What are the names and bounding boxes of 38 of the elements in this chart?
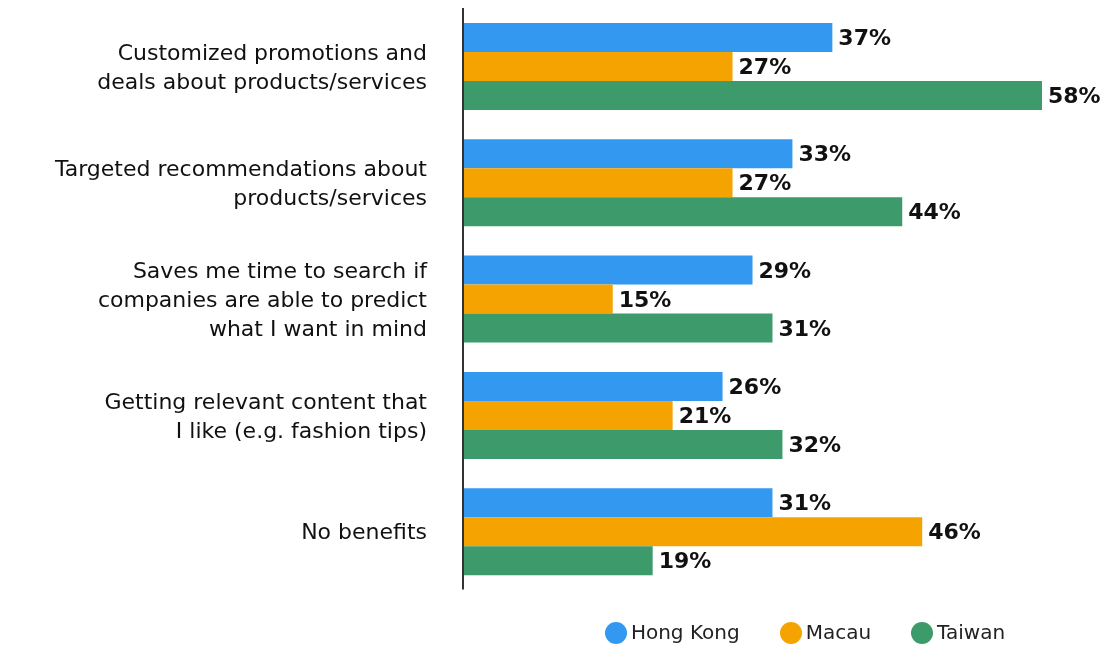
data-label: 37% (838, 25, 892, 50)
data-label: 26% (728, 373, 782, 399)
bar (463, 517, 923, 547)
data-label: 33% (798, 141, 852, 167)
data-label: 31% (778, 490, 832, 516)
data-label: 31% (778, 315, 832, 341)
y-tick-label: Targeted recommendations about products/services (53, 155, 428, 210)
data-label: 29% (758, 257, 812, 283)
data-label: 15% (618, 286, 672, 312)
bar (463, 546, 653, 576)
data-label: 58% (1048, 83, 1101, 108)
data-label: 21% (678, 402, 732, 428)
bar (463, 488, 773, 518)
data-label: 27% (738, 54, 792, 79)
data-label: 46% (928, 519, 981, 545)
legend-label: Hong Kong (630, 619, 740, 644)
y-tick-label: No benefits (301, 518, 427, 544)
bar (463, 255, 753, 285)
y-tick-label: Getting relevant content that I like (e.g. fashion tips) (104, 388, 428, 443)
bar (463, 197, 903, 227)
data-label: 19% (658, 548, 712, 574)
bar (463, 81, 1042, 110)
data-label: 44% (908, 199, 961, 225)
bar (463, 400, 673, 430)
bar (463, 371, 723, 401)
bar (463, 168, 733, 198)
bar (463, 284, 613, 314)
bar (463, 313, 773, 343)
bar (463, 139, 793, 169)
bar (463, 52, 733, 81)
data-label: 27% (738, 170, 792, 196)
legend-label: Macau (805, 619, 872, 644)
data-label: 32% (788, 431, 842, 457)
bar (463, 429, 783, 459)
legend-label: Taiwan (937, 619, 1006, 644)
y-tick-label: Customized promotions and deals about products/services (97, 39, 427, 94)
bar (463, 23, 833, 52)
y-tick-label: Saves me time to search if companies are able to predict what I want in mind (97, 257, 429, 341)
